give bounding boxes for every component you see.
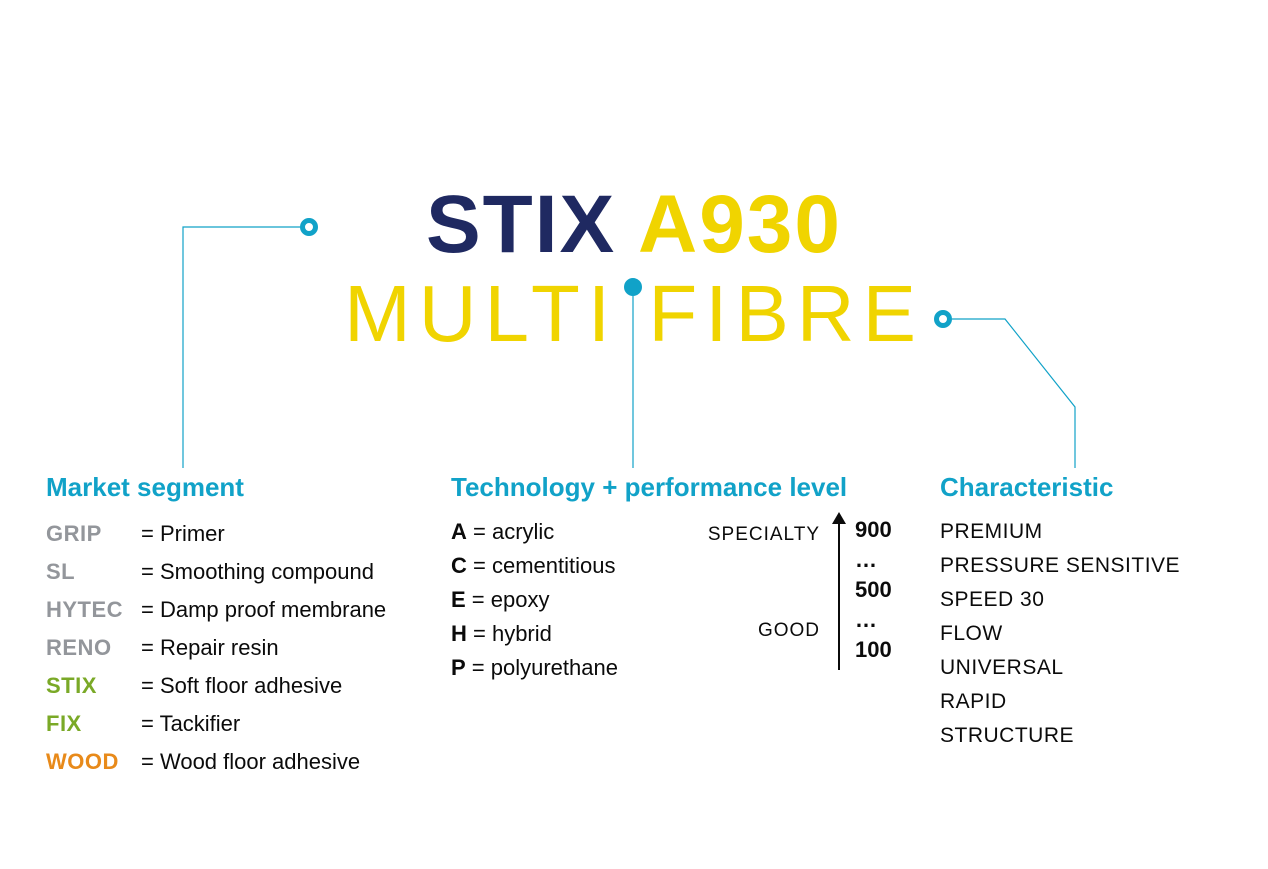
tech-code: H [451, 621, 467, 646]
heading-market-segment: Market segment [46, 472, 244, 503]
scale-label-top: SPECIALTY [708, 524, 820, 546]
tech-desc: = polyurethane [466, 655, 618, 680]
char-item: STRUCTURE [940, 719, 1180, 753]
characteristic-list: PREMIUM PRESSURE SENSITIVE SPEED 30 FLOW… [940, 515, 1180, 753]
scale-divider [838, 522, 840, 670]
title-code: A930 [638, 179, 842, 270]
market-desc: = Repair resin [141, 629, 279, 667]
scale-value: … [855, 545, 892, 575]
market-segment-list: GRIP= Primer SL= Smoothing compound HYTE… [46, 515, 386, 781]
performance-scale-values: 900 … 500 … 100 [855, 515, 892, 665]
market-row: SL= Smoothing compound [46, 553, 386, 591]
product-title-line1: STIX A930 [0, 178, 1268, 272]
tech-code: P [451, 655, 466, 680]
market-row: GRIP= Primer [46, 515, 386, 553]
tech-code: A [451, 519, 467, 544]
market-row: STIX= Soft floor adhesive [46, 667, 386, 705]
market-code: SL [46, 553, 141, 591]
scale-value: 500 [855, 575, 892, 605]
market-code: HYTEC [46, 591, 141, 629]
tech-row: C = cementitious [451, 549, 618, 583]
market-desc: = Damp proof membrane [141, 591, 386, 629]
title-stix: STIX [426, 179, 616, 270]
char-item: RAPID [940, 685, 1180, 719]
market-code: WOOD [46, 743, 141, 781]
char-item: FLOW [940, 617, 1180, 651]
heading-characteristic: Characteristic [940, 472, 1113, 503]
tech-desc: = hybrid [467, 621, 552, 646]
market-code: STIX [46, 667, 141, 705]
market-row: FIX= Tackifier [46, 705, 386, 743]
tech-row: P = polyurethane [451, 651, 618, 685]
scale-value: 900 [855, 515, 892, 545]
market-desc: = Primer [141, 515, 225, 553]
market-desc: = Soft floor adhesive [141, 667, 342, 705]
tech-desc: = cementitious [467, 553, 616, 578]
tech-row: H = hybrid [451, 617, 618, 651]
market-row: RENO= Repair resin [46, 629, 386, 667]
heading-technology: Technology + performance level [451, 472, 847, 503]
market-desc: = Wood floor adhesive [141, 743, 360, 781]
tech-row: E = epoxy [451, 583, 618, 617]
market-row: WOOD= Wood floor adhesive [46, 743, 386, 781]
char-item: PREMIUM [940, 515, 1180, 549]
scale-value: … [855, 605, 892, 635]
connector-dot-market [300, 218, 318, 236]
tech-desc: = acrylic [467, 519, 554, 544]
scale-label-bottom: GOOD [758, 620, 820, 642]
tech-code: E [451, 587, 466, 612]
char-item: PRESSURE SENSITIVE [940, 549, 1180, 583]
market-code: FIX [46, 705, 141, 743]
tech-desc: = epoxy [466, 587, 550, 612]
char-item: UNIVERSAL [940, 651, 1180, 685]
connector-dot-tech [624, 278, 642, 296]
technology-list: A = acrylic C = cementitious E = epoxy H… [451, 515, 618, 685]
market-desc: = Tackifier [141, 705, 240, 743]
market-code: GRIP [46, 515, 141, 553]
tech-row: A = acrylic [451, 515, 618, 549]
diagram-canvas: STIX A930 MULTI FIBRE Market segment Tec… [0, 0, 1268, 869]
scale-value: 100 [855, 635, 892, 665]
market-code: RENO [46, 629, 141, 667]
char-item: SPEED 30 [940, 583, 1180, 617]
market-row: HYTEC= Damp proof membrane [46, 591, 386, 629]
market-desc: = Smoothing compound [141, 553, 374, 591]
connector-dot-char [934, 310, 952, 328]
tech-code: C [451, 553, 467, 578]
